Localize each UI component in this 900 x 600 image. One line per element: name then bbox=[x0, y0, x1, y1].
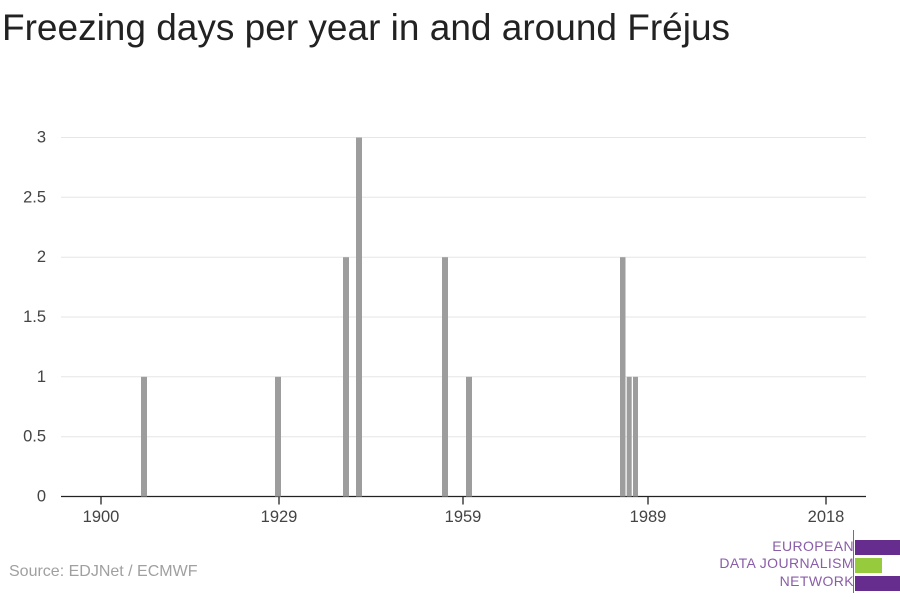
svg-text:1.5: 1.5 bbox=[23, 308, 46, 326]
svg-text:1900: 1900 bbox=[83, 508, 120, 526]
svg-text:0.5: 0.5 bbox=[23, 428, 46, 446]
svg-text:1929: 1929 bbox=[261, 508, 298, 526]
svg-text:1989: 1989 bbox=[630, 508, 667, 526]
svg-text:0: 0 bbox=[37, 488, 46, 506]
svg-text:1: 1 bbox=[37, 368, 46, 386]
svg-text:2018: 2018 bbox=[808, 508, 845, 526]
svg-text:2: 2 bbox=[37, 248, 46, 266]
svg-text:2.5: 2.5 bbox=[23, 188, 46, 206]
svg-text:3: 3 bbox=[37, 129, 46, 147]
svg-text:1959: 1959 bbox=[445, 508, 482, 526]
